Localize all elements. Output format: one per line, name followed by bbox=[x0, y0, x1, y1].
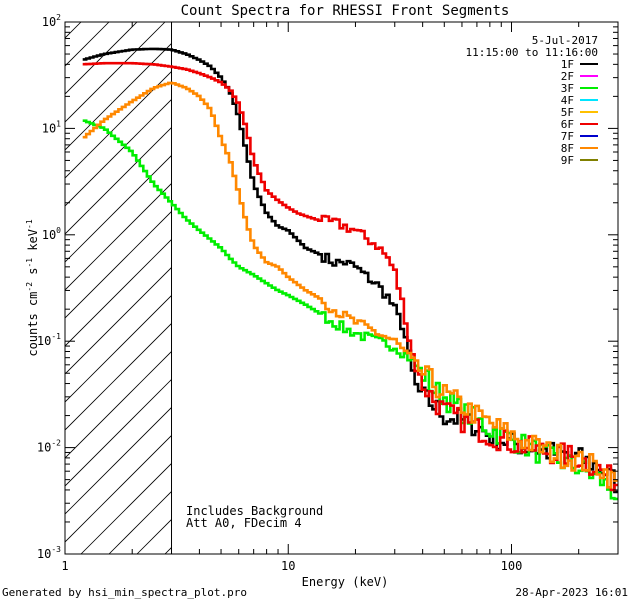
legend-label-4F: 4F bbox=[561, 94, 574, 107]
legend-label-8F: 8F bbox=[561, 142, 574, 155]
hatch-line bbox=[65, 378, 172, 487]
hatch-line bbox=[65, 42, 172, 151]
legend-label-2F: 2F bbox=[561, 70, 574, 83]
legend-label-6F: 6F bbox=[561, 118, 574, 131]
y-tick-label: 10-2 bbox=[37, 439, 61, 455]
y-tick-label: 102 bbox=[42, 13, 61, 29]
y-tick-label: 101 bbox=[42, 119, 61, 135]
hatch-line bbox=[65, 406, 172, 515]
hatch-line bbox=[65, 182, 172, 291]
legend-label-3F: 3F bbox=[561, 82, 574, 95]
hatch-line bbox=[65, 266, 172, 375]
legend-label-9F: 9F bbox=[561, 154, 574, 167]
plot-frame bbox=[64, 21, 619, 555]
hatch-line bbox=[65, 70, 172, 179]
series-line-6F bbox=[82, 61, 618, 492]
legend-label-5F: 5F bbox=[561, 106, 574, 119]
y-tick-label: 10-1 bbox=[37, 332, 61, 348]
y-tick-label: 10-3 bbox=[37, 545, 61, 561]
x-tick-label: 10 bbox=[281, 559, 295, 573]
legend-header: 11:15:00 to 11:16:00 bbox=[466, 46, 598, 59]
legend-header: 5-Jul-2017 bbox=[532, 34, 598, 47]
hatch-line bbox=[65, 22, 166, 123]
legend-label-7F: 7F bbox=[561, 130, 574, 143]
y-tick-label: 100 bbox=[42, 226, 61, 242]
footer-right: 28-Apr-2023 16:01 bbox=[515, 586, 628, 599]
hatch-line bbox=[80, 462, 172, 554]
x-tick-label: 1 bbox=[61, 559, 68, 573]
annotation-background: Includes Background bbox=[186, 504, 323, 518]
annotation-attenuator: Att A0, FDecim 4 bbox=[186, 516, 302, 530]
chart-title: Count Spectra for RHESSI Front Segments bbox=[181, 3, 510, 19]
hatch-line bbox=[65, 210, 172, 319]
y-axis-label: counts cm-2 s-1 keV-1 bbox=[25, 219, 40, 356]
x-axis-label: Energy (keV) bbox=[302, 575, 389, 589]
hatch-line bbox=[65, 434, 172, 543]
series-line-8F bbox=[82, 81, 618, 489]
shaded-region bbox=[65, 22, 172, 554]
hatch-line bbox=[65, 98, 172, 207]
series-line-3F bbox=[82, 119, 618, 501]
footer-left: Generated by hsi_min_spectra_plot.pro bbox=[2, 586, 247, 599]
hatch-line bbox=[65, 238, 172, 347]
x-tick-label: 100 bbox=[501, 559, 523, 573]
legend-label-1F: 1F bbox=[561, 58, 574, 71]
